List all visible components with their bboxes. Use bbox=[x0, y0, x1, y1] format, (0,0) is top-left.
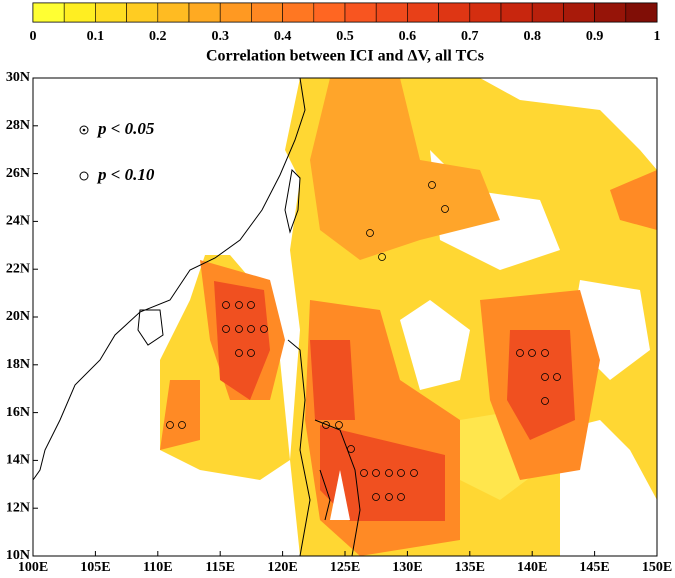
colorbar-bin bbox=[63, 2, 96, 23]
colorbar-bin bbox=[531, 2, 564, 23]
y-tick-label: 30N bbox=[6, 70, 30, 85]
x-tick-label: 140E bbox=[517, 560, 547, 575]
legend-label: p < 0.05 bbox=[96, 119, 155, 138]
legend-symbol bbox=[79, 171, 89, 181]
shading bbox=[160, 78, 657, 556]
legend: p < 0.05 p < 0.10 bbox=[79, 119, 155, 184]
colorbar-bin bbox=[219, 2, 252, 23]
x-tick-label: 110E bbox=[143, 560, 173, 575]
colorbar-title: Correlation between ICI and ΔV, all TCs bbox=[206, 48, 484, 65]
colorbar-bin bbox=[625, 2, 658, 23]
y-tick-label: 24N bbox=[6, 214, 30, 229]
coastline bbox=[32, 77, 361, 557]
y-tick-label: 28N bbox=[6, 118, 30, 133]
colorbar-bin bbox=[594, 2, 627, 23]
colorbar-bin bbox=[438, 2, 471, 23]
y-tick-label: 12N bbox=[6, 500, 30, 515]
colorbar-bin bbox=[157, 2, 190, 23]
legend-label: p < 0.10 bbox=[96, 165, 155, 184]
legend-symbol bbox=[79, 125, 89, 135]
y-tick-label: 18N bbox=[6, 357, 30, 372]
colorbar-tick-label: 0.1 bbox=[87, 29, 105, 44]
x-tick-label: 105E bbox=[80, 560, 110, 575]
x-tick-label: 130E bbox=[392, 560, 422, 575]
y-tick-label: 16N bbox=[6, 405, 30, 420]
colorbar-bin bbox=[407, 2, 439, 23]
colorbar-tick-label: 0 bbox=[30, 29, 37, 44]
y-tick-label: 10N bbox=[6, 548, 30, 563]
y-tick-label: 26N bbox=[6, 166, 30, 181]
colorbar-tick-label: 0.8 bbox=[523, 29, 541, 44]
colorbar-bin bbox=[32, 2, 65, 23]
x-tick-label: 145E bbox=[579, 560, 609, 575]
colorbar-bin bbox=[251, 2, 283, 23]
colorbar-tick-label: 0.6 bbox=[399, 29, 417, 44]
colorbar-tick-label: 0.2 bbox=[149, 29, 167, 44]
colorbar-bin bbox=[95, 2, 127, 23]
colorbar-tick-label: 0.3 bbox=[211, 29, 229, 44]
x-tick-label: 125E bbox=[330, 560, 360, 575]
colorbar-bin bbox=[313, 2, 346, 23]
y-tick-label: 14N bbox=[6, 453, 30, 468]
colorbar-bin bbox=[563, 2, 595, 23]
colorbar-bin bbox=[500, 2, 533, 23]
colorbar-bin bbox=[126, 2, 159, 23]
colorbar-tick-label: 0.4 bbox=[274, 29, 292, 44]
legend-symbol bbox=[82, 128, 86, 132]
x-tick-label: 115E bbox=[205, 560, 235, 575]
colorbar-bin bbox=[469, 2, 502, 23]
y-tick-label: 20N bbox=[6, 309, 30, 324]
x-tick-label: 135E bbox=[455, 560, 485, 575]
x-tick-label: 100E bbox=[18, 560, 48, 575]
x-tick-label: 120E bbox=[267, 560, 297, 575]
colorbar-bin bbox=[188, 2, 221, 23]
colorbar-tick-label: 0.7 bbox=[461, 29, 479, 44]
colorbar-bin bbox=[344, 2, 377, 23]
y-tick-label: 22N bbox=[6, 261, 30, 276]
significance-markers bbox=[166, 181, 561, 501]
colorbar-tick-label: 1 bbox=[654, 29, 661, 44]
colorbar-tick-label: 0.5 bbox=[336, 29, 354, 44]
colorbar-tick-label: 0.9 bbox=[586, 29, 604, 44]
colorbar-bin bbox=[375, 2, 408, 23]
x-tick-label: 150E bbox=[642, 560, 672, 575]
colorbar-bin bbox=[282, 2, 315, 23]
